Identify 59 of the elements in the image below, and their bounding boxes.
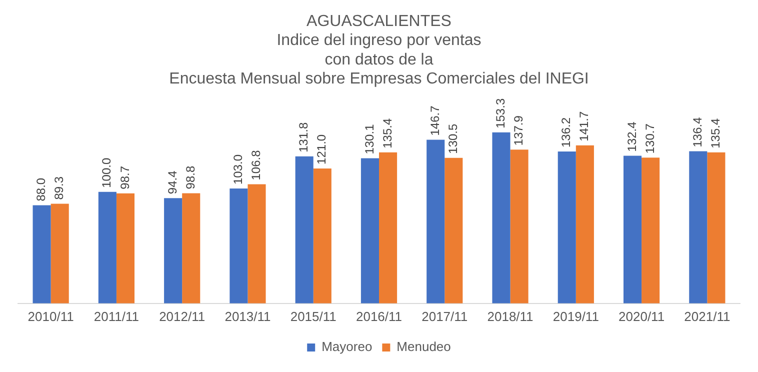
x-tick-label: 2016/11 bbox=[356, 308, 402, 324]
bar bbox=[32, 205, 51, 304]
bar bbox=[248, 184, 266, 304]
bar bbox=[707, 152, 726, 304]
data-label: 153.3 bbox=[494, 98, 508, 128]
x-tick-label: 2011/11 bbox=[94, 308, 139, 324]
data-label: 121.0 bbox=[314, 134, 329, 164]
data-label: 130.5 bbox=[446, 123, 460, 154]
bar bbox=[689, 151, 708, 304]
data-label: 141.7 bbox=[577, 111, 592, 142]
x-tick-label: 2019/11 bbox=[552, 308, 599, 324]
bar bbox=[313, 168, 332, 304]
legend-label: Menudeo bbox=[396, 339, 451, 354]
x-tick-label: 2013/11 bbox=[224, 308, 271, 324]
data-label: 130.1 bbox=[362, 124, 376, 154]
x-tick-label: 2018/11 bbox=[487, 308, 534, 324]
x-tick-label: 2015/11 bbox=[290, 308, 336, 324]
bar bbox=[230, 188, 248, 304]
data-label: 130.7 bbox=[642, 123, 657, 154]
bar bbox=[623, 156, 642, 304]
data-label: 131.8 bbox=[296, 122, 311, 152]
bar bbox=[295, 156, 314, 304]
data-label: 135.4 bbox=[380, 118, 394, 148]
bar bbox=[426, 140, 445, 304]
legend-label: Mayoreo bbox=[322, 339, 372, 354]
data-label: 103.0 bbox=[231, 154, 246, 185]
data-label: 136.4 bbox=[690, 116, 704, 148]
bar bbox=[182, 193, 200, 304]
bar bbox=[492, 132, 510, 304]
data-label: 135.4 bbox=[708, 118, 723, 148]
bar bbox=[642, 158, 660, 304]
data-label: 88.0 bbox=[34, 178, 48, 202]
data-label: 94.4 bbox=[165, 170, 180, 194]
bar bbox=[360, 158, 379, 304]
data-label: 106.8 bbox=[249, 150, 264, 180]
data-label: 132.4 bbox=[624, 121, 639, 152]
bar bbox=[98, 192, 116, 304]
chart-subtitle: Indice del ingreso por ventas con datos de la Encuesta Mensual sobre Empresas Comerciales del INEGI bbox=[169, 32, 589, 88]
bar bbox=[558, 151, 576, 304]
data-label: 89.3 bbox=[52, 176, 66, 200]
x-tick-label: 2017/11 bbox=[422, 308, 468, 324]
chart-title: AGUASCALIENTES bbox=[306, 13, 452, 30]
bar bbox=[116, 193, 135, 304]
bar bbox=[379, 152, 398, 304]
data-label: 136.2 bbox=[559, 117, 574, 148]
bar bbox=[510, 150, 528, 304]
bar bbox=[164, 198, 182, 304]
bar bbox=[576, 145, 594, 304]
x-tick-label: 2012/11 bbox=[159, 308, 206, 324]
data-label: 98.8 bbox=[183, 166, 198, 190]
data-label: 137.9 bbox=[512, 115, 526, 146]
data-label: 98.7 bbox=[118, 166, 132, 190]
bar bbox=[444, 158, 463, 304]
x-tick-label: 2021/11 bbox=[684, 308, 730, 324]
x-tick-label: 2020/11 bbox=[618, 308, 665, 324]
bar bbox=[50, 204, 69, 304]
x-tick-label: 2010/11 bbox=[28, 308, 74, 324]
data-label: 100.0 bbox=[100, 158, 114, 188]
data-label: 146.7 bbox=[428, 105, 442, 136]
